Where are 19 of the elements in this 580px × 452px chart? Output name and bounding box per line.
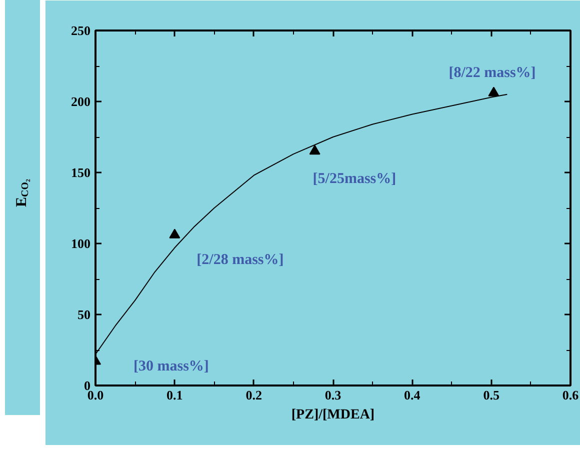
x-tick-label: 0.2 (246, 388, 262, 402)
annotation: [5/25mass%] (312, 171, 396, 188)
point (488, 86, 500, 96)
x-tick-label: 0.5 (483, 388, 500, 402)
point (169, 228, 180, 238)
x-tick-label: 0.6 (562, 388, 580, 402)
x-tick-label: 0.4 (404, 388, 421, 402)
x-axis-title: [PZ]/[MDEA] (291, 408, 375, 422)
annotation: [2/28 mass%] (196, 252, 284, 268)
x-tick-label: 0.3 (324, 388, 342, 402)
x-tick-label: 0.1 (166, 388, 183, 402)
y-tick-label: 100 (71, 236, 90, 251)
annotation: [8/22 mass%] (448, 64, 536, 81)
annotation: [30 mass%] (134, 358, 209, 374)
y-tick-label: 200 (71, 94, 90, 109)
y-tick-label: 250 (71, 23, 90, 38)
point (309, 144, 320, 155)
y-tick-label: 150 (71, 165, 90, 180)
y-tick-label: 50 (78, 307, 90, 322)
